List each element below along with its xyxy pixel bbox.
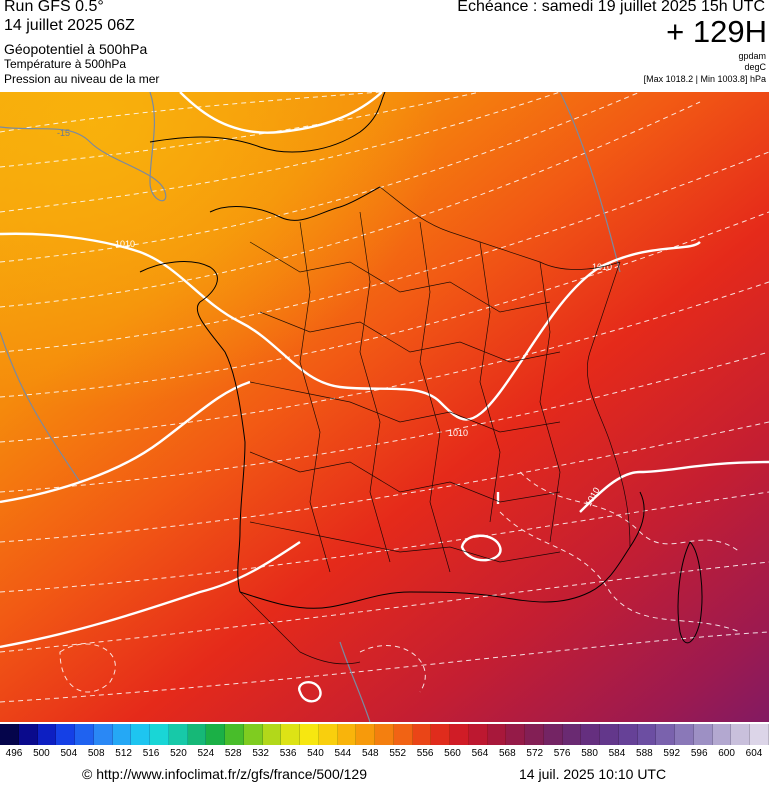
scale-tick-label: 588	[636, 748, 653, 759]
field-pressure-label: Pression au niveau de la mer	[4, 72, 160, 86]
geopotential-field-high	[0, 92, 769, 722]
scale-tick-label: 544	[334, 748, 352, 759]
scale-tick-label: 584	[608, 748, 626, 759]
color-swatch	[600, 724, 619, 745]
color-swatch	[656, 724, 675, 745]
generated-timestamp: 14 juil. 2025 10:10 UTC	[519, 766, 667, 782]
color-swatch	[206, 724, 225, 745]
color-swatch	[450, 724, 469, 745]
scale-tick-label: 568	[498, 748, 516, 759]
color-swatch	[731, 724, 750, 745]
scale-tick-label: 580	[581, 748, 598, 759]
color-swatch	[18, 724, 38, 745]
unit-gpdam: gpdam	[738, 51, 766, 61]
color-swatch	[0, 724, 19, 745]
scale-tick-label: 536	[279, 748, 297, 759]
run-date-label: 14 juillet 2025 06Z	[4, 17, 135, 34]
scale-tick-label: 564	[471, 748, 489, 759]
isobar-lines	[0, 92, 769, 703]
isotherm-minus15	[0, 92, 621, 722]
color-swatch	[750, 724, 769, 745]
scale-tick-label: 496	[5, 748, 23, 759]
pressure-max-min: [Max 1018.2 | Min 1003.8] hPa	[643, 74, 766, 84]
color-swatch	[618, 724, 638, 745]
color-swatch	[300, 724, 319, 745]
color-swatch	[187, 724, 207, 745]
color-swatch	[150, 724, 169, 745]
field-geopotential-label: Géopotentiel à 500hPa	[4, 41, 148, 57]
scale-tick-label: 528	[224, 748, 242, 759]
color-swatch	[262, 724, 282, 745]
scale-tick-label: 576	[553, 748, 571, 759]
scale-tick-label: 500	[33, 748, 50, 759]
color-swatch	[243, 724, 263, 745]
isotherm-label: -15	[57, 128, 70, 138]
color-swatch	[468, 724, 488, 745]
isobar-label: 1010	[448, 428, 468, 438]
color-swatch	[525, 724, 544, 745]
scale-tick-label: 552	[389, 748, 407, 759]
scale-tick-label: 596	[690, 748, 708, 759]
unit-degc: degC	[744, 62, 766, 72]
coastlines	[139, 92, 703, 644]
scale-tick-label: 524	[197, 748, 215, 759]
scale-tick-label: 560	[444, 748, 461, 759]
color-swatch	[506, 724, 525, 745]
field-temperature-label: Température à 500hPa	[4, 57, 127, 71]
scale-tick-label: 516	[142, 748, 160, 759]
color-swatch	[356, 724, 375, 745]
forecast-valid-time: Echéance : samedi 19 juillet 2025 15h UT…	[457, 0, 765, 15]
color-swatch	[581, 724, 600, 745]
color-swatch	[131, 724, 150, 745]
color-swatch	[637, 724, 657, 745]
forecast-hour: + 129H	[666, 14, 767, 49]
scale-tick-label: 600	[718, 748, 735, 759]
scale-tick-label: 572	[526, 748, 544, 759]
scale-tick-label: 504	[60, 748, 78, 759]
chart-header: Run GFS 0.5° 14 juillet 2025 06Z Géopote…	[0, 0, 769, 92]
scale-tick-label: 548	[361, 748, 379, 759]
color-swatch	[56, 724, 75, 745]
scale-tick-label: 520	[170, 748, 187, 759]
color-swatch	[562, 724, 582, 745]
isotherm-lines	[0, 92, 769, 703]
scale-tick-label: 592	[663, 748, 681, 759]
color-swatch	[693, 724, 713, 745]
color-swatch	[318, 724, 338, 745]
color-swatch	[543, 724, 563, 745]
scale-tick-label: 556	[416, 748, 434, 759]
scale-tick-label: 532	[252, 748, 269, 759]
color-swatch	[393, 724, 413, 745]
scale-tick-label: 604	[745, 748, 763, 759]
scale-tick-label: 540	[307, 748, 324, 759]
color-swatch	[168, 724, 188, 745]
color-swatch	[375, 724, 394, 745]
color-swatch	[412, 724, 432, 745]
color-swatch	[75, 724, 94, 745]
scale-tick-label: 512	[115, 748, 132, 759]
color-scale-bar	[0, 724, 769, 746]
scale-tick-label: 508	[87, 748, 105, 759]
color-scale-ticks: 496 500 504 508 512 516 520 524 528 532 536 540 544 5…	[0, 748, 769, 762]
color-swatch	[337, 724, 357, 745]
source-url[interactable]: © http://www.infoclimat.fr/z/gfs/france/…	[82, 766, 367, 782]
model-run-label: Run GFS 0.5°	[4, 0, 104, 15]
color-swatch	[281, 724, 300, 745]
color-swatch	[712, 724, 732, 745]
color-swatch	[112, 724, 132, 745]
color-swatch	[487, 724, 507, 745]
color-swatch	[675, 724, 694, 745]
color-swatch	[37, 724, 57, 745]
isobar-label: 1010	[115, 239, 135, 249]
weather-map: -15 1010 1010 1010 1010	[0, 92, 769, 722]
color-swatch	[431, 724, 450, 745]
admin-borders	[239, 186, 631, 665]
color-swatch	[225, 724, 244, 745]
color-swatch	[93, 724, 113, 745]
